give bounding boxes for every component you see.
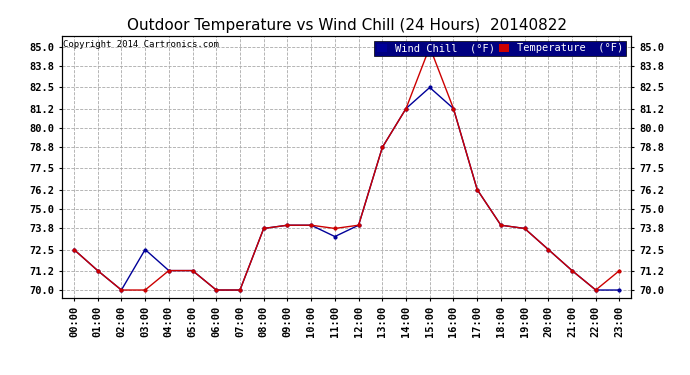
Title: Outdoor Temperature vs Wind Chill (24 Hours)  20140822: Outdoor Temperature vs Wind Chill (24 Ho… <box>127 18 566 33</box>
Legend: Wind Chill  (°F), Temperature  (°F): Wind Chill (°F), Temperature (°F) <box>374 41 626 56</box>
Text: Copyright 2014 Cartronics.com: Copyright 2014 Cartronics.com <box>63 40 219 49</box>
